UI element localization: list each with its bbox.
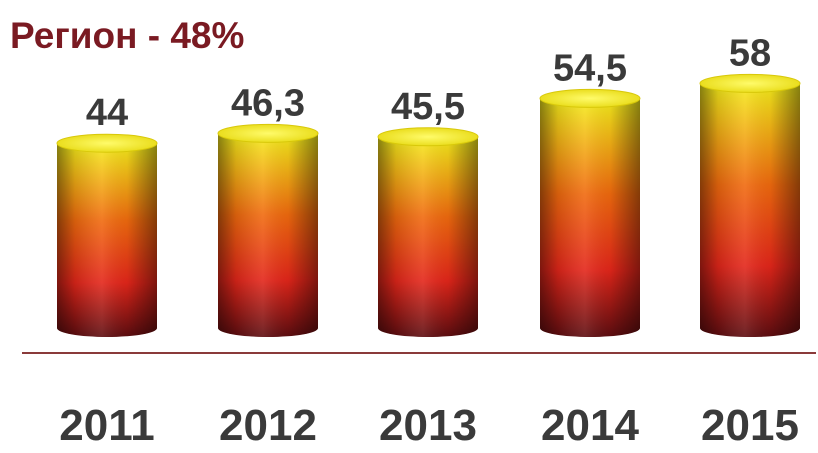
- x-tick-label: 2015: [701, 401, 799, 448]
- bar-shading: [540, 98, 640, 337]
- bar-cap: [699, 73, 801, 93]
- x-axis-labels: 2011 2012 2013 2014 2015: [59, 401, 799, 450]
- bar-shading: [57, 143, 157, 337]
- bar-cap: [539, 88, 641, 108]
- bar-shading: [218, 133, 318, 337]
- bar-2012: [217, 123, 319, 337]
- bar-shading: [378, 136, 478, 337]
- bars-layer: 44 46,3 45,5 54,5 58: [56, 32, 801, 337]
- bar-cap: [217, 123, 319, 143]
- value-label: 58: [729, 32, 771, 74]
- bar-2011: [56, 133, 158, 337]
- bar-shading: [700, 83, 800, 337]
- value-label: 46,3: [231, 82, 305, 124]
- bar-2014: [539, 88, 641, 337]
- value-label: 45,5: [391, 86, 465, 128]
- bar-2013: [377, 127, 479, 337]
- x-tick-label: 2013: [379, 401, 477, 448]
- x-tick-label: 2014: [541, 401, 639, 448]
- bar-cap: [56, 133, 158, 153]
- value-label: 44: [86, 92, 128, 134]
- value-label: 54,5: [553, 47, 627, 89]
- x-tick-label: 2012: [219, 401, 317, 448]
- bar-cap: [377, 127, 479, 147]
- x-tick-label: 2011: [59, 401, 154, 448]
- bar-2015: [699, 73, 801, 337]
- chart-title: Регион - 48%: [10, 15, 244, 56]
